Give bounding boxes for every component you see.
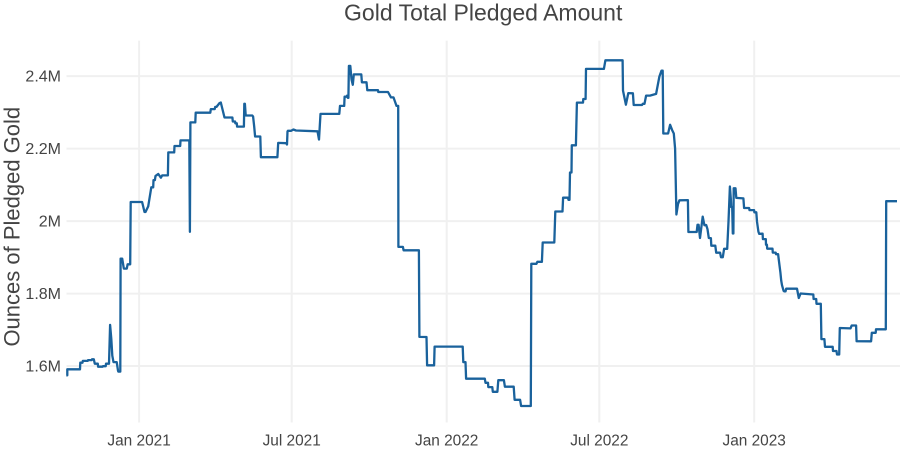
svg-text:2M: 2M [39, 214, 61, 231]
svg-text:Jul 2021: Jul 2021 [263, 433, 321, 450]
svg-text:1.6M: 1.6M [25, 359, 61, 376]
svg-text:Gold Total Pledged Amount: Gold Total Pledged Amount [344, 0, 623, 25]
svg-text:Jan 2022: Jan 2022 [415, 433, 478, 450]
svg-text:2.2M: 2.2M [25, 141, 61, 158]
svg-text:Jul 2022: Jul 2022 [570, 433, 628, 450]
svg-text:Ounces of Pledged Gold: Ounces of Pledged Gold [0, 107, 25, 347]
svg-text:1.8M: 1.8M [25, 286, 61, 303]
svg-text:Jan 2021: Jan 2021 [107, 433, 170, 450]
svg-text:Jan 2023: Jan 2023 [723, 433, 786, 450]
svg-text:2.4M: 2.4M [25, 69, 61, 86]
